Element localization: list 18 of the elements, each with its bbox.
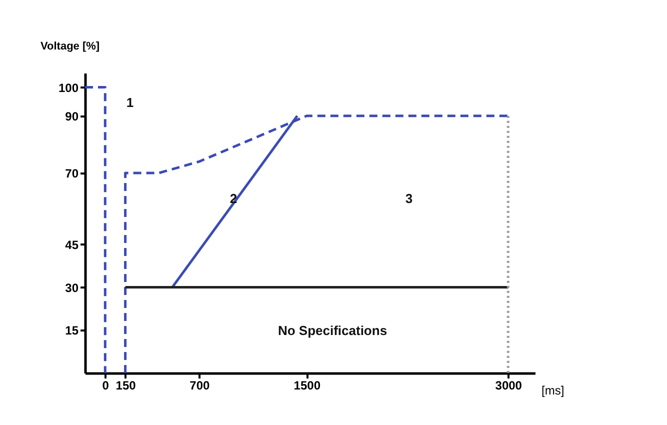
y-tick-label: 45 (65, 238, 79, 252)
annotation: 3 (405, 191, 413, 206)
y-tick-label: 100 (58, 80, 79, 95)
x-axis-title: [ms] (542, 384, 564, 398)
y-tick-label: 90 (65, 109, 79, 124)
x-tick-label: 700 (190, 378, 210, 392)
y-tick-label: 15 (65, 324, 79, 338)
y-axis-title: Voltage [%] (40, 40, 100, 52)
annotation: 2 (230, 191, 238, 206)
y-tick-label: 70 (65, 166, 79, 180)
annotation: 1 (126, 95, 134, 110)
x-tick-label: 1500 (294, 378, 321, 392)
x-tick-label: 3000 (495, 378, 522, 392)
x-tick-label: 150 (116, 378, 136, 392)
x-tick-label: 0 (102, 378, 110, 392)
line-series (124, 114, 510, 374)
annotation: No Specifications (278, 323, 388, 338)
y-tick-label: 30 (65, 280, 79, 295)
